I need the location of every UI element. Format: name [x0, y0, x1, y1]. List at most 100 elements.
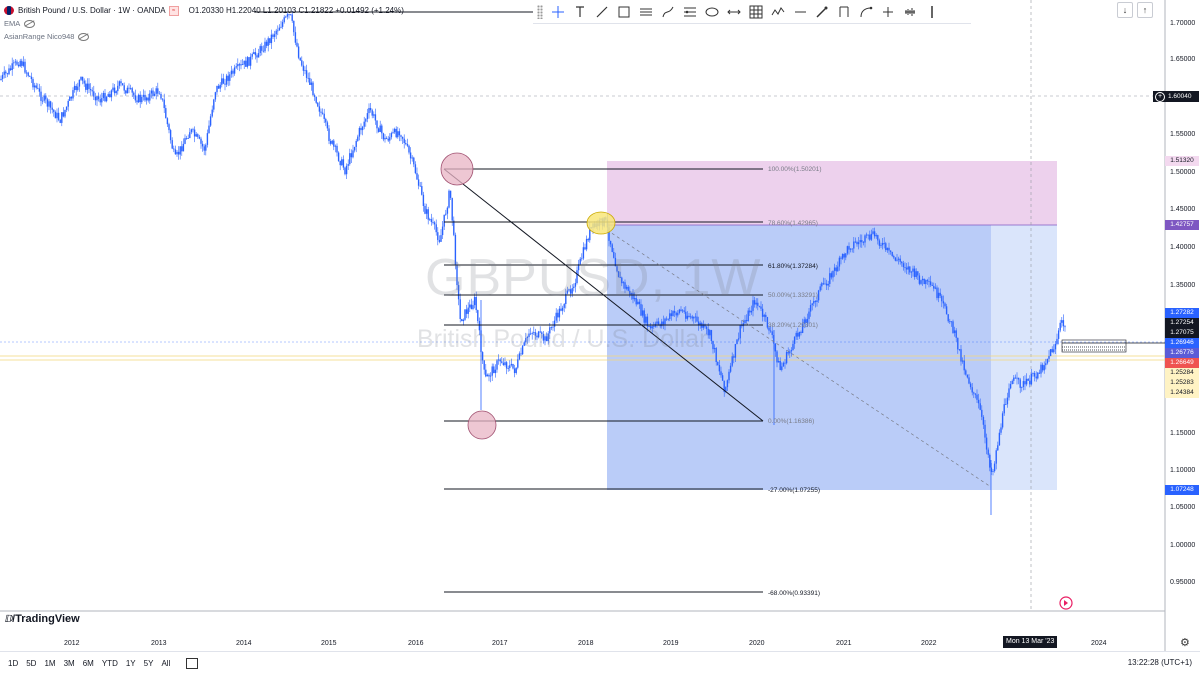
price-tag[interactable]: 1.25283: [1165, 378, 1199, 388]
candle-body: [889, 250, 892, 252]
crosshair-icon[interactable]: [547, 2, 569, 22]
candle-body: [387, 138, 389, 141]
fib-retracement-icon[interactable]: [679, 2, 701, 22]
trend-line-icon[interactable]: [591, 2, 613, 22]
timeframe-1y[interactable]: 1Y: [125, 659, 136, 668]
timeframe-all[interactable]: All: [161, 659, 171, 668]
candle-body: [256, 55, 258, 58]
candle-body: [433, 222, 436, 225]
price-tick: 1.40000: [1170, 244, 1195, 251]
price-tag[interactable]: 1.07248: [1165, 485, 1199, 495]
discount-zone[interactable]: [607, 225, 991, 490]
crosshair-price-tag[interactable]: + 1.60040: [1153, 91, 1199, 102]
candle-body: [40, 91, 42, 101]
projection-icon[interactable]: [833, 2, 855, 22]
calendar-icon[interactable]: [186, 658, 199, 669]
timeframe-5y[interactable]: 5Y: [143, 659, 154, 668]
horizontal-ray-icon[interactable]: [789, 2, 811, 22]
date-range-icon[interactable]: [723, 2, 745, 22]
path-icon[interactable]: [657, 2, 679, 22]
volume-profile-icon[interactable]: [899, 2, 921, 22]
candle-body: [176, 151, 178, 155]
candle-body: [328, 128, 330, 142]
candle-body: [816, 300, 818, 303]
indicator-label[interactable]: EMA: [4, 19, 21, 28]
candle-body: [872, 231, 874, 234]
price-tag[interactable]: 1.25284: [1165, 368, 1199, 378]
zigzag-icon[interactable]: [767, 2, 789, 22]
candle-body: [782, 362, 785, 367]
candle-body: [907, 266, 909, 270]
text-icon[interactable]: [569, 2, 591, 22]
drag-handle-icon[interactable]: [537, 4, 543, 19]
timeframe-1m[interactable]: 1M: [44, 659, 56, 668]
swing-low-circle[interactable]: [467, 410, 497, 440]
legend-symbol-row[interactable]: British Pound / U.S. Dollar · 1W · OANDA…: [4, 4, 404, 17]
timeframe-ytd[interactable]: YTD: [101, 659, 118, 668]
replay-icon[interactable]: [1059, 596, 1073, 610]
clock[interactable]: 13:22:28 (UTC+1): [1127, 658, 1192, 667]
candle-body: [376, 120, 378, 129]
grid-icon[interactable]: [745, 2, 767, 22]
swing-high-circle[interactable]: [440, 152, 474, 186]
position-marker[interactable]: [1061, 339, 1165, 353]
premium-zone[interactable]: [607, 161, 1057, 225]
ellipse-icon[interactable]: [701, 2, 723, 22]
candle-body: [1046, 358, 1049, 364]
price-tag[interactable]: 1.51320: [1165, 156, 1199, 166]
scroll-up-button[interactable]: ↑: [1137, 2, 1153, 18]
tradingview-logo[interactable]: ⅅ/ TradingView: [5, 613, 80, 625]
legend-indicator-asianrange[interactable]: AsianRange Nico948: [4, 30, 404, 43]
candle-body: [54, 111, 57, 119]
price-tag[interactable]: 1.26776: [1165, 348, 1199, 358]
timeframe-6m[interactable]: 6M: [82, 659, 94, 668]
price-tag[interactable]: 1.27282: [1165, 308, 1199, 318]
timeframe-3m[interactable]: 3M: [63, 659, 75, 668]
price-axis[interactable]: 1.70000 1.65000 1.55000 1.50000 1.45000 …: [1170, 20, 1195, 586]
candle-body: [273, 34, 276, 37]
cross-icon[interactable]: [877, 2, 899, 22]
price-tag[interactable]: 1.42757: [1165, 220, 1199, 230]
candle-body: [558, 308, 561, 318]
brush-icon[interactable]: [811, 2, 833, 22]
fib-trend-line[interactable]: [443, 168, 764, 422]
projection-dashed-line[interactable]: [606, 229, 992, 488]
candle-body: [917, 271, 919, 276]
price-tag[interactable]: 1.24384: [1165, 388, 1199, 398]
candle-body: [518, 353, 521, 360]
candle-body: [240, 64, 242, 66]
candle-body: [1025, 378, 1028, 385]
candle-body: [653, 326, 655, 328]
hidden-eye-icon[interactable]: [24, 19, 36, 28]
candle-body: [987, 449, 989, 455]
parallel-channel-icon[interactable]: [635, 2, 657, 22]
price-tick: 1.55000: [1170, 131, 1195, 138]
timeframe-5d[interactable]: 5D: [26, 659, 37, 668]
legend-indicator-ema[interactable]: EMA: [4, 17, 404, 30]
yellow-highlight-ellipse[interactable]: [586, 211, 616, 235]
scroll-down-button[interactable]: ↓: [1117, 2, 1133, 18]
fork-icon[interactable]: [855, 2, 877, 22]
price-tag[interactable]: 1.27075: [1165, 328, 1199, 338]
time-axis[interactable]: 2012 2013 2014 2015 2016 2017 2018 2019 …: [64, 640, 1107, 647]
time-tick: 2021: [836, 640, 852, 647]
symbol-title[interactable]: British Pound / U.S. Dollar · 1W · OANDA: [18, 6, 166, 15]
candle-body: [201, 143, 204, 147]
add-alert-icon[interactable]: +: [1155, 91, 1165, 102]
candle-body: [261, 46, 263, 51]
candle-body: [320, 111, 322, 113]
projection-zone[interactable]: [991, 225, 1057, 490]
price-tag[interactable]: 1.27254: [1165, 318, 1199, 328]
price-tag[interactable]: 1.26946: [1165, 338, 1199, 348]
market-status-icon[interactable]: ≈: [168, 5, 179, 16]
settings-gear-icon[interactable]: ⚙: [1180, 637, 1190, 649]
bar-icon[interactable]: [921, 2, 943, 22]
rectangle-icon[interactable]: [613, 2, 635, 22]
candle-body: [673, 311, 676, 313]
candle-body: [38, 88, 41, 92]
hidden-eye-icon[interactable]: [78, 32, 90, 41]
price-tag[interactable]: 1.26649: [1165, 358, 1199, 368]
timeframe-1d[interactable]: 1D: [8, 659, 19, 668]
indicator-label[interactable]: AsianRange Nico948: [4, 32, 75, 41]
